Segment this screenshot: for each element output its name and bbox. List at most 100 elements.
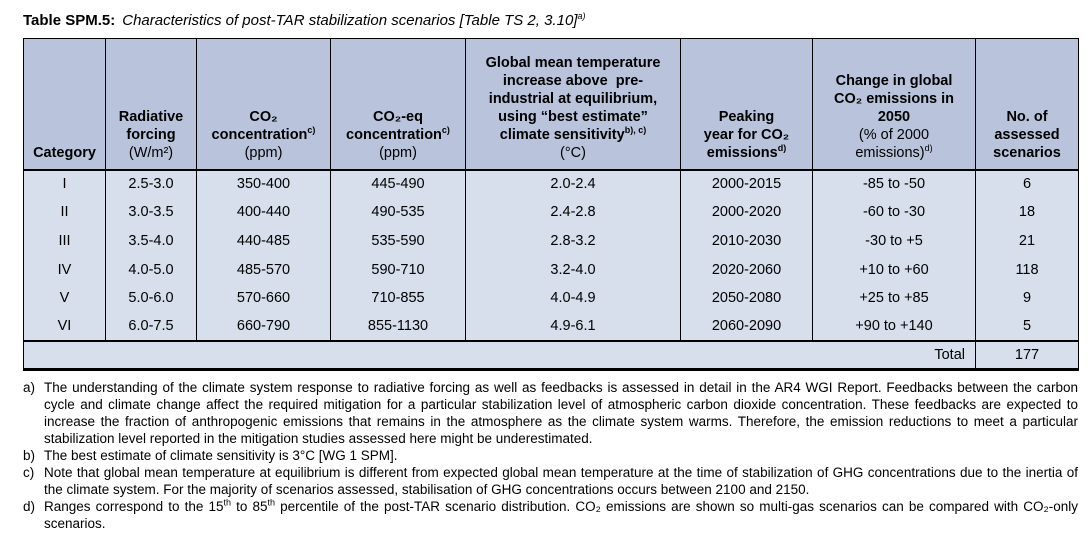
- header-line: scenarios: [993, 144, 1061, 161]
- header-line: CO₂ emissions in: [833, 90, 955, 107]
- cell-co2-concentration: 400-440: [196, 198, 331, 227]
- header-line: Radiative: [118, 108, 184, 125]
- column-header-global-mean-temperature: Global mean temperature increase above p…: [465, 38, 681, 171]
- cell-scenario-count: 21: [975, 226, 1079, 256]
- column-header-co2-concentration: CO₂ concentrationc) (ppm): [196, 38, 331, 171]
- cell-peaking-year: 2020-2060: [680, 255, 813, 284]
- footnote-marker: d): [23, 498, 36, 514]
- header-line: emissionsd): [683, 142, 810, 162]
- footnote-text: percentile of the post-TAR scenario dist…: [44, 498, 1078, 531]
- header-unit: (ppm): [244, 144, 283, 161]
- header-line: increase above pre-: [502, 72, 644, 89]
- cell-emissions-change: +10 to +60: [812, 255, 976, 284]
- footnote-c: c) Note that global mean temperature at e…: [23, 464, 1078, 498]
- table-row-category-V: V 5.0-6.0 570-660 710-855 4.0-4.9 2050-2…: [23, 283, 1079, 313]
- footnote-ref-d: d): [924, 142, 933, 153]
- cell-co2-eq-concentration: 490-535: [330, 198, 466, 227]
- table-row-category-III: III 3.5-4.0 440-485 535-590 2.8-3.2 2010…: [23, 226, 1079, 256]
- cell-radiative-forcing: 3.0-3.5: [105, 198, 197, 227]
- cell-radiative-forcing: 4.0-5.0: [105, 255, 197, 284]
- table-header: Category Radiative forcing (W/m²) CO₂ co…: [23, 38, 1079, 171]
- header-unit: (ppm): [379, 144, 417, 161]
- cell-temperature-increase: 2.8-3.2: [465, 226, 681, 256]
- footnote-marker: b): [23, 447, 36, 463]
- cell-category: VI: [23, 312, 106, 342]
- cell-temperature-increase: 4.9-6.1: [465, 312, 681, 342]
- cell-peaking-year: 2010-2030: [680, 226, 813, 256]
- header-row: Category Radiative forcing (W/m²) CO₂ co…: [23, 38, 1079, 171]
- cell-radiative-forcing: 3.5-4.0: [105, 226, 197, 256]
- cell-co2-eq-concentration: 710-855: [330, 283, 466, 313]
- cell-emissions-change: -60 to -30: [812, 198, 976, 227]
- table-caption-label: Table SPM.5:: [23, 12, 116, 29]
- cell-co2-concentration: 570-660: [196, 283, 331, 313]
- cell-co2-eq-concentration: 535-590: [330, 226, 466, 256]
- header-line: industrial at equilibrium,: [488, 90, 658, 107]
- footnote-ref-c: c): [441, 124, 450, 135]
- cell-peaking-year: 2000-2015: [680, 169, 813, 199]
- cell-co2-eq-concentration: 445-490: [330, 169, 466, 199]
- cell-co2-concentration: 440-485: [196, 226, 331, 256]
- table-row-category-I: I 2.5-3.0 350-400 445-490 2.0-2.4 2000-2…: [23, 169, 1079, 199]
- column-header-change-in-emissions: Change in global CO₂ emissions in 2050 (…: [812, 38, 976, 171]
- header-line: No. of: [1006, 108, 1048, 125]
- cell-radiative-forcing: 5.0-6.0: [105, 283, 197, 313]
- cell-temperature-increase: 4.0-4.9: [465, 283, 681, 313]
- header-line: concentrationc): [333, 124, 463, 144]
- header-line: assessed: [994, 126, 1060, 143]
- cell-radiative-forcing: 2.5-3.0: [105, 169, 197, 199]
- footnote-text: Note that global mean temperature at equ…: [44, 464, 1078, 497]
- column-header-assessed-scenarios: No. of assessed scenarios: [975, 38, 1079, 171]
- column-header-radiative-forcing: Radiative forcing (W/m²): [105, 38, 197, 171]
- header-line: concentrationc): [199, 124, 328, 144]
- cell-radiative-forcing: 6.0-7.5: [105, 312, 197, 342]
- header-unit: emissions)d): [815, 142, 973, 162]
- table-row-category-VI: VI 6.0-7.5 660-790 855-1130 4.9-6.1 2060…: [23, 312, 1079, 342]
- header-unit: (% of 2000: [858, 126, 930, 143]
- cell-emissions-change: -85 to -50: [812, 169, 976, 199]
- header-line: Change in global: [835, 72, 953, 89]
- cell-category: I: [23, 169, 106, 199]
- header-line: CO₂-eq: [373, 108, 423, 125]
- table-row-category-IV: IV 4.0-5.0 485-570 590-710 3.2-4.0 2020-…: [23, 255, 1079, 284]
- footnote-ref-c: c): [307, 124, 316, 135]
- cell-emissions-change: -30 to +5: [812, 226, 976, 256]
- footnote-b: b) The best estimate of climate sensitivi…: [23, 447, 1078, 464]
- cell-peaking-year: 2050-2080: [680, 283, 813, 313]
- header-line: year for CO₂: [703, 126, 790, 143]
- column-header-category: Category: [23, 38, 106, 171]
- header-line: CO₂: [249, 108, 278, 125]
- footnote-a: a) The understanding of the climate syste…: [23, 379, 1078, 447]
- table-row-category-II: II 3.0-3.5 400-440 490-535 2.4-2.8 2000-…: [23, 198, 1079, 227]
- table-caption-footnote-ref: a): [577, 11, 586, 21]
- footnotes-section: a) The understanding of the climate syste…: [23, 379, 1078, 532]
- cell-peaking-year: 2000-2020: [680, 198, 813, 227]
- cell-scenario-count: 118: [975, 255, 1079, 284]
- cell-co2-eq-concentration: 855-1130: [330, 312, 466, 342]
- footnote-text: to 85: [231, 498, 268, 514]
- footnote-text: The understanding of the climate system …: [44, 379, 1078, 446]
- table-caption-text: Characteristics of post-TAR stabilizatio…: [122, 12, 578, 29]
- total-label: Total: [23, 340, 976, 370]
- cell-category: II: [23, 198, 106, 227]
- footnote-ref-d: d): [777, 142, 787, 153]
- header-line: 2050: [877, 108, 911, 125]
- cell-scenario-count: 5: [975, 312, 1079, 342]
- cell-category: III: [23, 226, 106, 256]
- column-header-co2-eq-concentration: CO₂-eq concentrationc) (ppm): [330, 38, 466, 171]
- header-line: using “best estimate”: [498, 108, 648, 125]
- cell-co2-concentration: 350-400: [196, 169, 331, 199]
- header-line: Category: [33, 144, 96, 161]
- cell-scenario-count: 6: [975, 169, 1079, 199]
- table-row-total: Total 177: [23, 340, 1079, 370]
- cell-scenario-count: 18: [975, 198, 1079, 227]
- header-line-text: concentration: [346, 126, 442, 143]
- header-line: climate sensitivityb), c): [468, 125, 678, 144]
- total-scenario-count: 177: [975, 340, 1079, 370]
- table-caption: Table SPM.5: Characteristics of post-TAR …: [23, 11, 1078, 30]
- cell-temperature-increase: 2.4-2.8: [465, 198, 681, 227]
- header-line: Global mean temperature: [485, 54, 661, 71]
- cell-temperature-increase: 3.2-4.0: [465, 255, 681, 284]
- cell-peaking-year: 2060-2090: [680, 312, 813, 342]
